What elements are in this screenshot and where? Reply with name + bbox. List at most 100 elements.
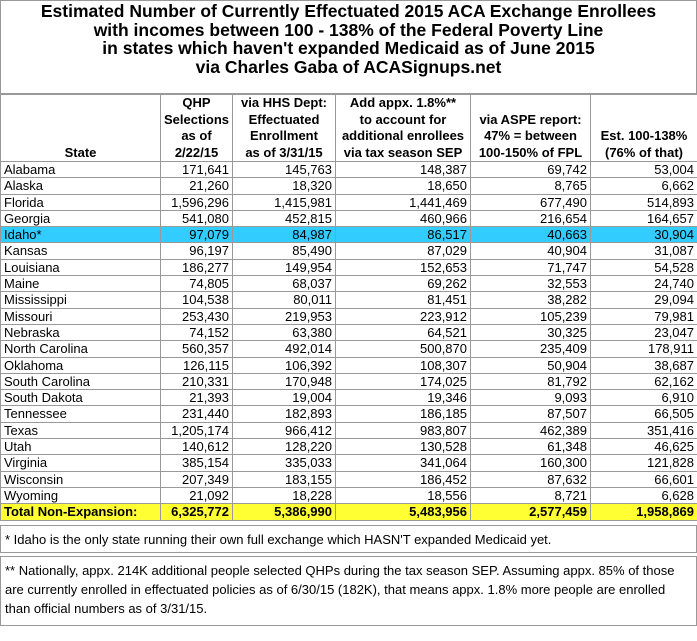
state-cell: Alaska xyxy=(0,177,161,195)
number-cell: 18,556 xyxy=(335,486,471,505)
number-cell: 50,904 xyxy=(470,356,591,374)
number-cell: 18,650 xyxy=(335,177,471,195)
number-cell: 24,740 xyxy=(590,275,697,293)
state-cell: Florida xyxy=(0,193,161,211)
number-cell: 53,004 xyxy=(590,160,697,179)
header-line: Enrollment xyxy=(250,128,318,143)
number-cell: 186,452 xyxy=(335,470,471,488)
number-cell: 219,953 xyxy=(232,307,336,325)
state-cell: Georgia xyxy=(0,209,161,228)
column-header: Add appx. 1.8%** to account for additional… xyxy=(335,94,471,162)
number-cell: 32,553 xyxy=(470,275,591,293)
state-cell: Utah xyxy=(0,438,161,456)
number-cell: 966,412 xyxy=(232,421,336,440)
column-header: Est. 100-138% (76% of that) xyxy=(590,94,697,162)
number-cell: 106,392 xyxy=(232,356,336,374)
total-row: Total Non-Expansion: 6,325,772 5,386,990 5,… xyxy=(0,503,697,522)
number-cell: 9,093 xyxy=(470,389,591,407)
header-line: QHP xyxy=(182,95,211,111)
number-cell: 18,228 xyxy=(232,486,336,505)
number-cell: 6,910 xyxy=(590,389,697,407)
header-line: (76% of that) xyxy=(605,144,683,160)
number-cell: 66,505 xyxy=(590,405,697,423)
number-cell: 85,490 xyxy=(232,242,336,260)
header-line: to account for xyxy=(359,111,447,127)
number-cell: 38,687 xyxy=(590,356,697,374)
number-cell: 462,389 xyxy=(470,421,591,440)
number-cell: 452,815 xyxy=(232,209,336,228)
number-cell: 81,451 xyxy=(335,291,471,309)
state-cell: Kansas xyxy=(0,242,161,260)
number-cell: 108,307 xyxy=(335,356,471,374)
number-cell: 30,325 xyxy=(470,323,591,342)
number-cell: 140,612 xyxy=(160,438,233,456)
header-line: Effectuated xyxy=(248,111,320,127)
number-cell: 23,047 xyxy=(590,323,697,342)
state-cell: Virginia xyxy=(0,454,161,472)
header-line: as of xyxy=(181,128,212,143)
number-cell: 96,197 xyxy=(160,242,233,260)
number-cell: 231,440 xyxy=(160,405,233,423)
table-row: Georgia 541,080 452,815 460,966 216,654 164,6… xyxy=(0,209,697,228)
title-line: Estimated Number of Currently Effectuate… xyxy=(40,1,657,21)
number-cell: 81,792 xyxy=(470,372,591,391)
number-cell: 170,948 xyxy=(232,372,336,391)
number-cell: 126,115 xyxy=(160,356,233,374)
number-cell: 145,763 xyxy=(232,160,336,179)
state-cell: Maine xyxy=(0,275,161,293)
number-cell: 61,348 xyxy=(470,438,591,456)
number-cell: 62,162 xyxy=(590,372,697,391)
number-cell: 79,981 xyxy=(590,307,697,325)
number-cell: 351,416 xyxy=(590,421,697,440)
header-line: via HHS Dept: xyxy=(241,95,327,111)
number-cell: 1,415,981 xyxy=(232,193,336,211)
number-cell: 460,966 xyxy=(335,209,471,228)
number-cell: 560,357 xyxy=(160,340,233,358)
number-cell: 8,765 xyxy=(470,177,591,195)
number-cell: 121,828 xyxy=(590,454,697,472)
column-header: QHP Selections as of 2/22/15 xyxy=(160,94,233,162)
number-cell: 71,747 xyxy=(470,258,591,277)
number-cell: 210,331 xyxy=(160,372,233,391)
number-cell: 40,663 xyxy=(470,226,591,244)
number-cell: 182,893 xyxy=(232,405,336,423)
number-cell: 38,282 xyxy=(470,291,591,309)
number-cell: 1,441,469 xyxy=(335,193,471,211)
total-label: Total Non-Expansion: xyxy=(0,503,161,522)
number-cell: 21,092 xyxy=(160,486,233,505)
table-row: Utah 140,612 128,220 130,528 61,348 46,625 xyxy=(0,438,697,456)
state-cell: Alabama xyxy=(0,160,161,179)
number-cell: 216,654 xyxy=(470,209,591,228)
number-cell: 174,025 xyxy=(335,372,471,391)
header-row: State QHP Selections as of 2/22/15 via HHS De… xyxy=(0,94,697,162)
state-cell: Idaho* xyxy=(0,226,161,244)
number-cell: 160,300 xyxy=(470,454,591,472)
header-line: via tax season SEP xyxy=(343,144,463,160)
number-cell: 1,205,174 xyxy=(160,421,233,440)
number-cell: 385,154 xyxy=(160,454,233,472)
header-line: Selections xyxy=(164,111,230,127)
number-cell: 68,037 xyxy=(232,275,336,293)
state-cell: South Carolina xyxy=(0,372,161,391)
enrollment-table: State QHP Selections as of 2/22/15 via HHS De… xyxy=(0,94,697,522)
header-line: 100-150% of FPL xyxy=(478,144,583,160)
number-cell: 1,596,296 xyxy=(160,193,233,211)
table-body: Alabama 171,641 145,763 148,387 69,742 53,004… xyxy=(0,160,697,522)
title-line: with incomes between 100 - 138% of the F… xyxy=(93,19,604,40)
table-row: Louisiana 186,277 149,954 152,653 71,747 54,5… xyxy=(0,258,697,277)
table-row: Wisconsin 207,349 183,155 186,452 87,632 66,6… xyxy=(0,470,697,488)
table-row: South Carolina 210,331 170,948 174,025 81,79… xyxy=(0,372,697,391)
number-cell: 207,349 xyxy=(160,470,233,488)
number-cell: 64,521 xyxy=(335,323,471,342)
table-row: Maine 74,805 68,037 69,262 32,553 24,740 xyxy=(0,275,697,293)
number-cell: 80,011 xyxy=(232,291,336,309)
table-row: Virginia 385,154 335,033 341,064 160,300 121,… xyxy=(0,454,697,472)
state-cell: Wisconsin xyxy=(0,470,161,488)
number-cell: 183,155 xyxy=(232,470,336,488)
header-line: as of 3/31/15 xyxy=(245,144,323,160)
state-cell: South Dakota xyxy=(0,389,161,407)
number-cell: 74,152 xyxy=(160,323,233,342)
number-cell: 104,538 xyxy=(160,291,233,309)
number-cell: 86,517 xyxy=(335,226,471,244)
state-cell: Nebraska xyxy=(0,323,161,342)
